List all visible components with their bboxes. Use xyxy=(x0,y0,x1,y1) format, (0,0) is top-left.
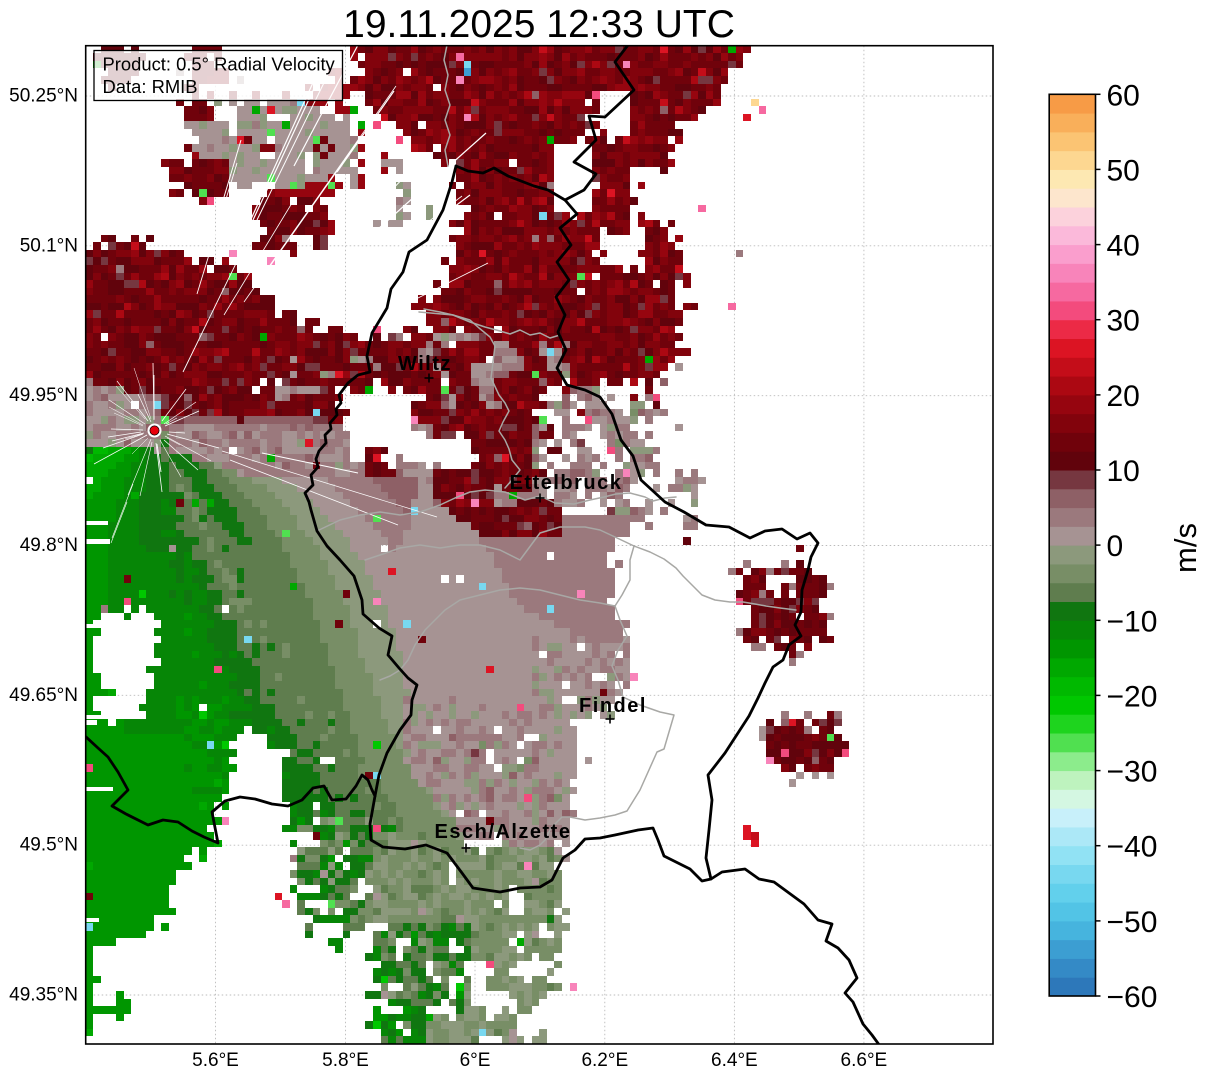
svg-text:49.8°N: 49.8°N xyxy=(20,535,78,556)
svg-text:−20: −20 xyxy=(1107,680,1158,713)
svg-text:Data: RMIB: Data: RMIB xyxy=(103,76,198,97)
svg-text:−10: −10 xyxy=(1107,605,1158,638)
svg-text:6.2°E: 6.2°E xyxy=(581,1050,628,1071)
svg-text:20: 20 xyxy=(1107,380,1140,413)
svg-text:−60: −60 xyxy=(1107,981,1158,1014)
svg-text:50: 50 xyxy=(1107,154,1140,187)
svg-text:5.6°E: 5.6°E xyxy=(192,1050,239,1071)
svg-text:6.6°E: 6.6°E xyxy=(841,1050,888,1071)
svg-text:10: 10 xyxy=(1107,455,1140,488)
svg-text:19.11.2025 12:33 UTC: 19.11.2025 12:33 UTC xyxy=(343,3,735,46)
svg-text:Product: 0.5° Radial Velocity: Product: 0.5° Radial Velocity xyxy=(103,54,336,75)
svg-text:Findel: Findel xyxy=(579,695,647,717)
svg-text:50.25°N: 50.25°N xyxy=(9,86,78,107)
svg-text:40: 40 xyxy=(1107,230,1140,263)
svg-text:30: 30 xyxy=(1107,305,1140,338)
svg-text:0: 0 xyxy=(1107,530,1124,563)
svg-text:60: 60 xyxy=(1107,79,1140,112)
svg-text:49.35°N: 49.35°N xyxy=(9,985,78,1006)
svg-text:Esch/Alzette: Esch/Alzette xyxy=(435,821,572,843)
svg-text:Ettelbruck: Ettelbruck xyxy=(510,472,623,494)
svg-text:49.95°N: 49.95°N xyxy=(9,385,78,406)
svg-text:−30: −30 xyxy=(1107,756,1158,789)
svg-text:Wiltz: Wiltz xyxy=(398,353,452,375)
svg-text:5.8°E: 5.8°E xyxy=(322,1050,369,1071)
svg-text:49.65°N: 49.65°N xyxy=(9,685,78,706)
svg-text:−50: −50 xyxy=(1107,906,1158,939)
svg-text:50.1°N: 50.1°N xyxy=(20,235,78,256)
svg-text:6°E: 6°E xyxy=(460,1050,491,1071)
svg-text:m/s: m/s xyxy=(1168,523,1203,573)
svg-text:49.5°N: 49.5°N xyxy=(20,835,78,856)
svg-text:6.4°E: 6.4°E xyxy=(711,1050,758,1071)
svg-text:−40: −40 xyxy=(1107,831,1158,864)
